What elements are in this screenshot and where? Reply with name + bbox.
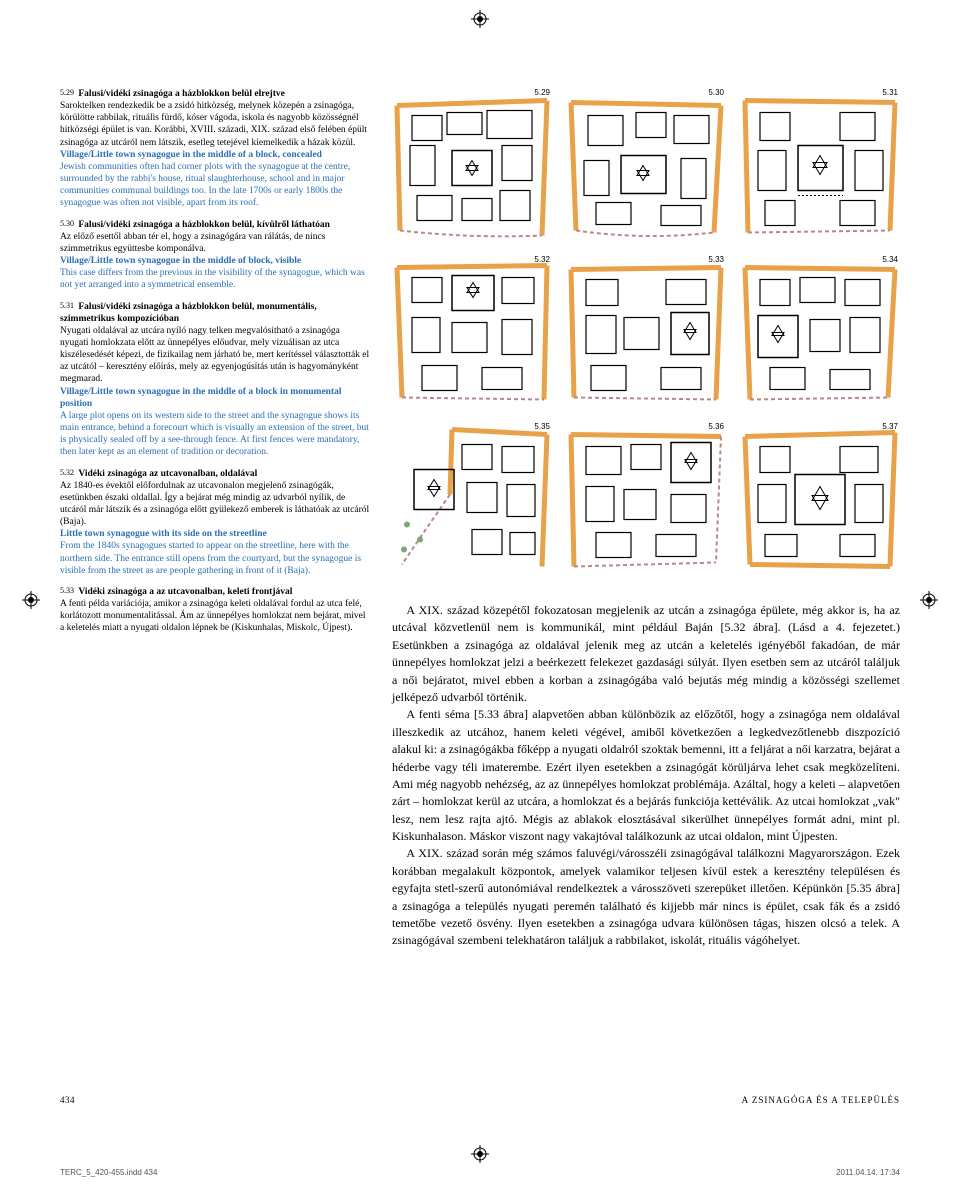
- figure-label: 5.34: [882, 255, 898, 264]
- captions-column: 5.29 Falusi/vidéki zsinagóga a házblokko…: [60, 88, 370, 950]
- siteplan-icon: [566, 422, 726, 577]
- slug-timestamp: 2011.04.14. 17:34: [836, 1168, 900, 1177]
- figure-5-37: 5.37: [740, 422, 900, 577]
- caption-hu-body: Saroktelken rendezkedik be a zsidó hitkö…: [60, 101, 367, 147]
- caption-en-body: Jewish communities often had corner plot…: [60, 162, 350, 208]
- caption-hu-title: Falusi/vidéki zsinagóga a házblokkon bel…: [78, 220, 330, 230]
- figure-5-29: 5.29: [392, 88, 552, 243]
- caption-5-32: 5.32 Vidéki zsinagóga az utcavonalban, o…: [60, 468, 370, 577]
- figure-label: 5.29: [534, 88, 550, 97]
- caption-hu-body: Az előző esettől abban tér el, hogy a zs…: [60, 232, 325, 254]
- siteplan-icon: [392, 422, 552, 577]
- siteplan-icon: [740, 255, 900, 410]
- caption-number: 5.30: [60, 219, 74, 228]
- caption-hu-title: Falusi/vidéki zsinagóga a házblokkon bel…: [78, 89, 284, 99]
- page-footer: 434 A ZSINAGÓGA ÉS A TELEPÜLÉS: [60, 1095, 900, 1105]
- slug-file: TERC_5_420-455.indd 434: [60, 1168, 157, 1177]
- siteplan-icon: [566, 88, 726, 243]
- page-content: 5.29 Falusi/vidéki zsinagóga a házblokko…: [60, 88, 900, 950]
- registration-mark-icon: [471, 1145, 489, 1163]
- figure-label: 5.36: [708, 422, 724, 431]
- caption-5-30: 5.30 Falusi/vidéki zsinagóga a házblokko…: [60, 219, 370, 292]
- figure-5-30: 5.30: [566, 88, 726, 243]
- caption-number: 5.29: [60, 88, 74, 97]
- caption-hu-body: Az 1840-es évektől előfordulnak az utcav…: [60, 481, 369, 527]
- figure-label: 5.32: [534, 255, 550, 264]
- caption-hu-title: Vidéki zsinagóga az utcavonalban, oldalá…: [78, 469, 257, 479]
- siteplan-icon: [392, 88, 552, 243]
- figure-5-34: 5.34: [740, 255, 900, 410]
- body-paragraph: A XIX. század közepétől fokozatosan megj…: [392, 602, 900, 706]
- caption-number: 5.32: [60, 468, 74, 477]
- figure-label: 5.31: [882, 88, 898, 97]
- page-number: 434: [60, 1095, 75, 1105]
- figure-5-32: 5.32: [392, 255, 552, 410]
- siteplan-icon: [740, 422, 900, 577]
- figure-5-33: 5.33: [566, 255, 726, 410]
- figure-grid: 5.29 5.30: [392, 88, 900, 577]
- caption-number: 5.31: [60, 301, 74, 310]
- registration-mark-icon: [471, 10, 489, 28]
- figure-label: 5.37: [882, 422, 898, 431]
- caption-en-title: Village/Little town synagogue in the mid…: [60, 150, 322, 160]
- caption-en-body: A large plot opens on its western side t…: [60, 411, 369, 457]
- caption-en-title: Little town synagogue with its side on t…: [60, 529, 267, 539]
- siteplan-icon: [740, 88, 900, 243]
- registration-mark-icon: [920, 591, 938, 609]
- figure-5-31: 5.31: [740, 88, 900, 243]
- caption-5-31: 5.31 Falusi/vidéki zsinagóga a házblokko…: [60, 301, 370, 459]
- chapter-title: A ZSINAGÓGA ÉS A TELEPÜLÉS: [742, 1095, 900, 1105]
- caption-en-body: This case differs from the previous in t…: [60, 268, 365, 290]
- figure-label: 5.33: [708, 255, 724, 264]
- figure-5-35: 5.35: [392, 422, 552, 577]
- figure-5-36: 5.36: [566, 422, 726, 577]
- body-paragraph: A fenti séma [5.33 ábra] alapvetően abba…: [392, 706, 900, 845]
- caption-en-title: Village/Little town synagogue in the mid…: [60, 387, 342, 409]
- body-text: A XIX. század közepétől fokozatosan megj…: [392, 602, 900, 950]
- caption-hu-title: Vidéki zsinagóga a az utcavonalban, kele…: [78, 587, 292, 597]
- registration-mark-icon: [22, 591, 40, 609]
- body-paragraph: A XIX. század során még számos faluvégi/…: [392, 845, 900, 949]
- siteplan-icon: [566, 255, 726, 410]
- caption-en-body: From the 1840s synagogues started to app…: [60, 541, 361, 575]
- caption-en-title: Village/Little town synagogue in the mid…: [60, 256, 301, 266]
- caption-hu-body: A fenti példa variációja, amikor a zsina…: [60, 599, 366, 633]
- caption-5-33: 5.33 Vidéki zsinagóga a az utcavonalban,…: [60, 586, 370, 635]
- figure-label: 5.30: [708, 88, 724, 97]
- right-column: 5.29 5.30: [392, 88, 900, 950]
- caption-number: 5.33: [60, 586, 74, 595]
- caption-hu-title: Falusi/vidéki zsinagóga a házblokkon bel…: [60, 302, 317, 324]
- caption-5-29: 5.29 Falusi/vidéki zsinagóga a házblokko…: [60, 88, 370, 210]
- siteplan-icon: [392, 255, 552, 410]
- figure-label: 5.35: [534, 422, 550, 431]
- print-slug: TERC_5_420-455.indd 434 2011.04.14. 17:3…: [60, 1168, 900, 1177]
- caption-hu-body: Nyugati oldalával az utcára nyíló nagy t…: [60, 326, 369, 385]
